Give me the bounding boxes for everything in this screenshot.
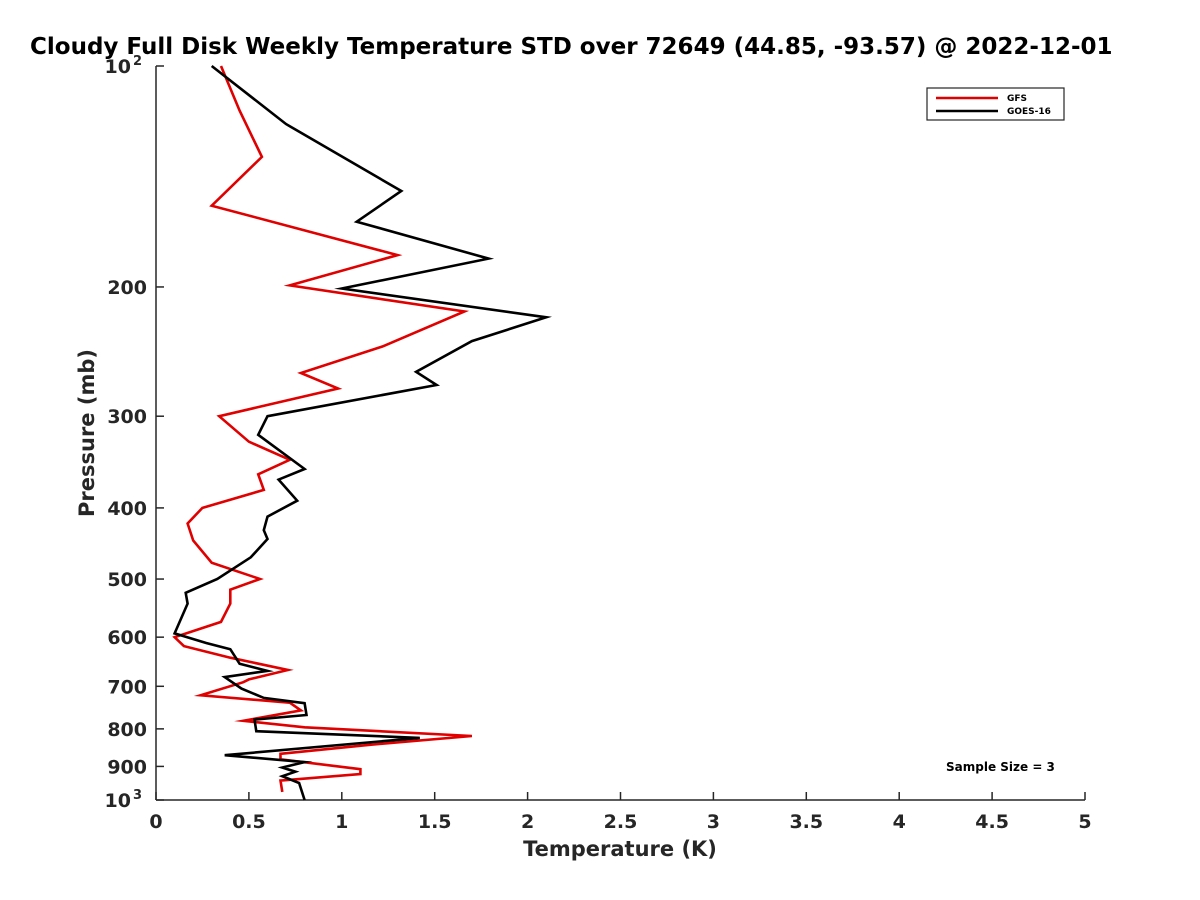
x-axis-label: Temperature (K) <box>523 837 717 861</box>
series-line-goes-16 <box>172 64 553 801</box>
sample-size-annotation: Sample Size = 3 <box>946 760 1055 774</box>
y-tick-exponent: 2 <box>133 54 142 69</box>
x-tick-label: 0 <box>149 811 162 833</box>
x-tick-label: 1 <box>335 811 348 833</box>
plot-area: 0 0.5 1 1.5 2 2.5 3 3.5 4 4.5 5 10 2200300400500600… <box>105 54 1092 833</box>
x-tick-label: 0.5 <box>232 811 266 833</box>
series-line-gfs <box>172 65 473 793</box>
x-ticks: 0 0.5 1 1.5 2 2.5 3 3.5 4 4.5 5 <box>149 792 1092 833</box>
legend: GFS GOES-16 <box>926 87 1065 121</box>
x-tick-label: 3 <box>707 811 720 833</box>
legend-box <box>926 87 1065 121</box>
y-tick-label: 500 <box>107 569 147 591</box>
y-tick-label: 400 <box>107 498 147 520</box>
x-tick-label: 3.5 <box>789 811 823 833</box>
x-tick-label: 1.5 <box>418 811 452 833</box>
y-tick-label: 10 <box>105 790 131 812</box>
x-tick-label: 2 <box>521 811 534 833</box>
series-layer <box>172 64 553 801</box>
x-tick-label: 4 <box>893 811 906 833</box>
y-tick-label: 600 <box>107 627 147 649</box>
x-tick-label: 2.5 <box>604 811 638 833</box>
y-tick-label: 700 <box>107 676 147 698</box>
y-tick-label: 200 <box>107 277 147 299</box>
y-tick-label: 800 <box>107 719 147 741</box>
y-tick-base: 10 <box>105 56 131 78</box>
x-tick-label: 4.5 <box>975 811 1009 833</box>
legend-label: GFS <box>1007 94 1027 104</box>
y-tick-label: 10 <box>105 56 131 78</box>
chart-title: Cloudy Full Disk Weekly Temperature STD … <box>30 34 1113 60</box>
y-tick-label: 300 <box>107 406 147 428</box>
y-axis-label: Pressure (mb) <box>75 349 99 517</box>
legend-items: GFS GOES-16 <box>936 94 1051 117</box>
y-tick-label: 900 <box>107 756 147 778</box>
y-tick-exponent: 3 <box>133 788 142 803</box>
x-tick-label: 5 <box>1078 811 1091 833</box>
y-tick-base: 10 <box>105 790 131 812</box>
legend-label: GOES-16 <box>1007 107 1051 117</box>
